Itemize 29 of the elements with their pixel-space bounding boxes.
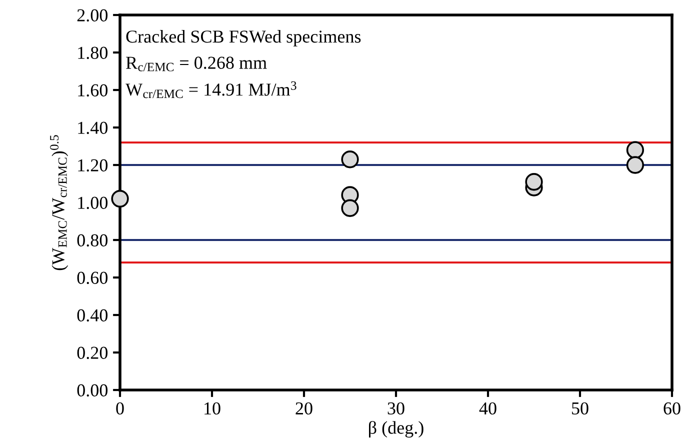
x-tick-label: 40 <box>479 402 496 415</box>
y-tick-label: 1.80 <box>78 46 108 60</box>
y-tick-label: 2.00 <box>77 9 108 22</box>
x-tick-label: 60 <box>664 402 680 415</box>
y-tick-label: 0.20 <box>77 346 108 360</box>
x-tick-label: 0 <box>116 402 124 415</box>
annotation: W$_{cr/EMC}$ = 14.91 MJ/m$^{3}$ <box>126 81 296 98</box>
x-tick-label: 20 <box>296 402 312 415</box>
x-axis-title: β (deg.) <box>369 420 424 438</box>
y-tick-label: 1.60 <box>78 84 108 97</box>
y-tick-label: 1.20 <box>78 159 108 172</box>
x-tick-label: 30 <box>388 402 404 415</box>
x-tick-label: 50 <box>572 402 588 415</box>
annotation: Cracked SCB FSWed specimens <box>126 30 361 46</box>
y-tick-label: 0.60 <box>77 272 108 284</box>
y-tick-label: 1.40 <box>78 122 108 134</box>
y-axis-title: (W$_{EMC}$/W$_{cr/EMC}$)$^{0.5}$ <box>50 135 68 270</box>
point <box>626 156 644 174</box>
point <box>111 190 129 208</box>
point <box>341 150 359 168</box>
x-tick-label: 10 <box>204 402 220 415</box>
point <box>341 199 359 217</box>
point <box>626 141 644 159</box>
point <box>525 173 543 191</box>
y-tick-label: 0.80 <box>77 234 108 247</box>
y-tick-label: 1.00 <box>78 196 108 210</box>
annotation: R$_{c/EMC}$ = 0.268 mm <box>126 56 267 72</box>
y-tick-label: 0.40 <box>77 309 108 322</box>
y-tick-label: 0.00 <box>77 384 108 397</box>
